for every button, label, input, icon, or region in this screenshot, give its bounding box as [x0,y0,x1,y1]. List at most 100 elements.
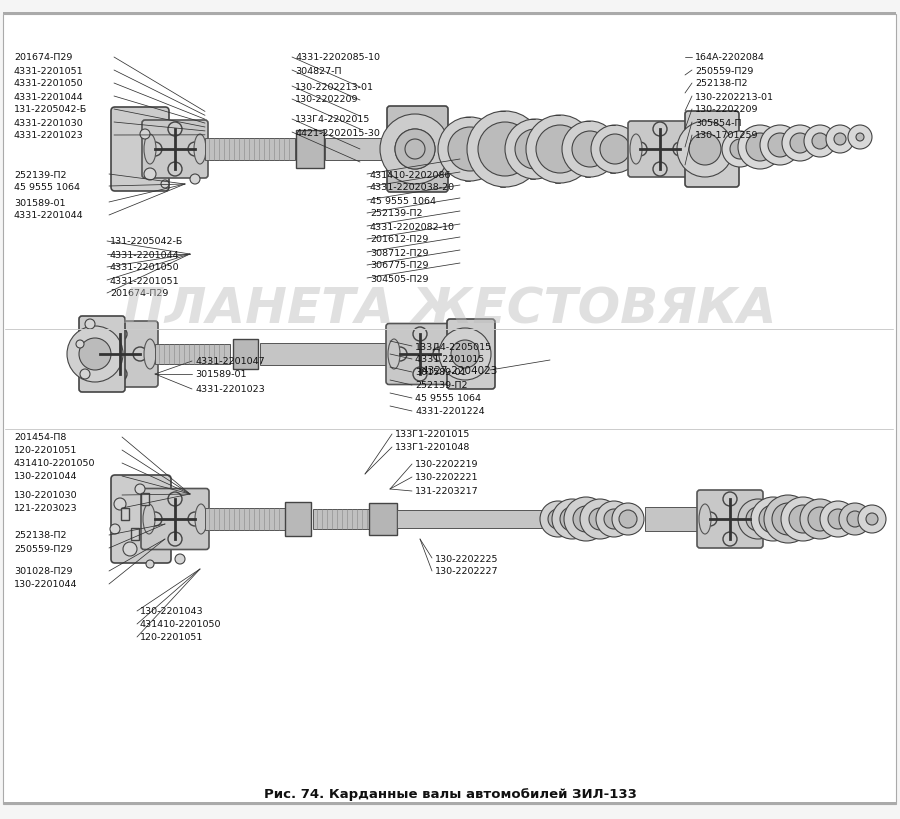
Text: 130-2201030: 130-2201030 [14,491,77,500]
Circle shape [140,130,150,140]
Text: 4331 2201015: 4331 2201015 [415,355,484,364]
Circle shape [764,495,812,543]
Text: 4331-2201044: 4331-2201044 [14,211,84,220]
Text: 252139-П2: 252139-П2 [415,381,467,390]
Circle shape [782,126,818,162]
Circle shape [572,132,608,168]
Bar [397,510,545,528]
Circle shape [589,509,611,531]
Circle shape [612,504,644,536]
Text: 4331-2201050: 4331-2201050 [110,263,180,272]
Circle shape [123,542,137,556]
Text: 130-2202213-01: 130-2202213-01 [295,83,374,92]
Circle shape [746,508,770,532]
Circle shape [79,338,111,370]
Circle shape [536,126,584,174]
FancyBboxPatch shape [3,15,896,804]
Ellipse shape [144,340,156,369]
Circle shape [67,327,123,382]
Circle shape [413,328,427,342]
Circle shape [834,133,846,146]
Bar [155,345,230,364]
FancyBboxPatch shape [387,106,448,192]
Circle shape [114,499,126,510]
Circle shape [839,504,871,536]
Circle shape [746,133,774,162]
Text: ПЛАНЕТА ЖЕСТОВЯКА: ПЛАНЕТА ЖЕСТОВЯКА [123,286,777,333]
Text: 252139-П2: 252139-П2 [14,170,67,179]
Circle shape [790,133,810,154]
Bar [3,13,896,15]
FancyBboxPatch shape [141,489,209,550]
Text: 4331-2201030: 4331-2201030 [14,119,84,127]
FancyBboxPatch shape [82,322,158,387]
Bar [121,509,129,520]
Circle shape [689,133,721,165]
Bar [296,131,324,169]
Circle shape [633,143,647,156]
Circle shape [161,181,169,188]
Circle shape [175,554,185,564]
Text: 130-1701259: 130-1701259 [695,131,759,140]
Circle shape [146,560,154,568]
Circle shape [413,368,427,382]
Text: 304505-П29: 304505-П29 [370,274,428,283]
FancyBboxPatch shape [111,475,171,563]
Circle shape [135,484,145,495]
Circle shape [596,501,632,537]
Circle shape [760,126,800,165]
Circle shape [439,328,491,381]
Circle shape [723,532,737,546]
Circle shape [826,126,854,154]
Ellipse shape [440,340,452,369]
Circle shape [552,500,592,540]
Ellipse shape [388,340,400,369]
FancyBboxPatch shape [386,324,454,385]
Circle shape [591,126,639,174]
Text: 4331-2201047: 4331-2201047 [195,357,265,366]
Text: 301589-01: 301589-01 [415,368,466,377]
Text: 304827-П: 304827-П [295,66,341,75]
Circle shape [808,508,832,532]
Text: 45 9555 1064: 45 9555 1064 [370,197,436,206]
Circle shape [433,347,447,361]
Circle shape [133,347,147,361]
Circle shape [604,509,624,529]
Text: 301589-01: 301589-01 [14,198,66,207]
Text: 4331-2201224: 4331-2201224 [415,407,484,416]
Text: 133Г1-2201015: 133Г1-2201015 [395,430,471,439]
Text: 301028-П29: 301028-П29 [14,567,73,576]
Circle shape [789,505,817,533]
Text: 130-2202219: 130-2202219 [415,460,479,469]
Bar [260,344,395,365]
Text: 4331-2201051: 4331-2201051 [14,66,84,75]
Text: 130-2202225: 130-2202225 [435,554,499,563]
Circle shape [540,501,576,537]
Circle shape [405,140,425,160]
Text: 133Д4-2205015: 133Д4-2205015 [415,342,492,351]
Text: 133Г4-2202015: 133Г4-2202015 [295,115,371,124]
Text: 431410-2201050: 431410-2201050 [140,620,221,629]
Circle shape [564,497,608,541]
Circle shape [738,500,778,540]
Text: 250559-П29: 250559-П29 [695,66,753,75]
Circle shape [772,504,804,536]
Circle shape [526,115,594,183]
Bar [205,139,295,161]
Circle shape [848,126,872,150]
Text: 131-2205042-Б: 131-2205042-Б [14,106,87,115]
Text: 305854-П: 305854-П [695,119,742,127]
Text: 431410-2201050: 431410-2201050 [14,459,95,468]
Text: 130-2202221: 130-2202221 [415,473,479,482]
Circle shape [168,163,182,177]
Circle shape [80,369,90,379]
Text: 4331-2201050: 4331-2201050 [14,79,84,88]
Text: 4331-2201023: 4331-2201023 [195,385,265,394]
Text: 252138-П2: 252138-П2 [695,79,748,88]
Text: 4331-2201044: 4331-2201044 [14,93,84,102]
Text: 252138-П2: 252138-П2 [14,531,67,540]
Text: 120-2201051: 120-2201051 [140,633,203,642]
Circle shape [168,532,182,546]
Circle shape [600,135,630,165]
Text: 4331-2202082-10: 4331-2202082-10 [370,222,455,231]
